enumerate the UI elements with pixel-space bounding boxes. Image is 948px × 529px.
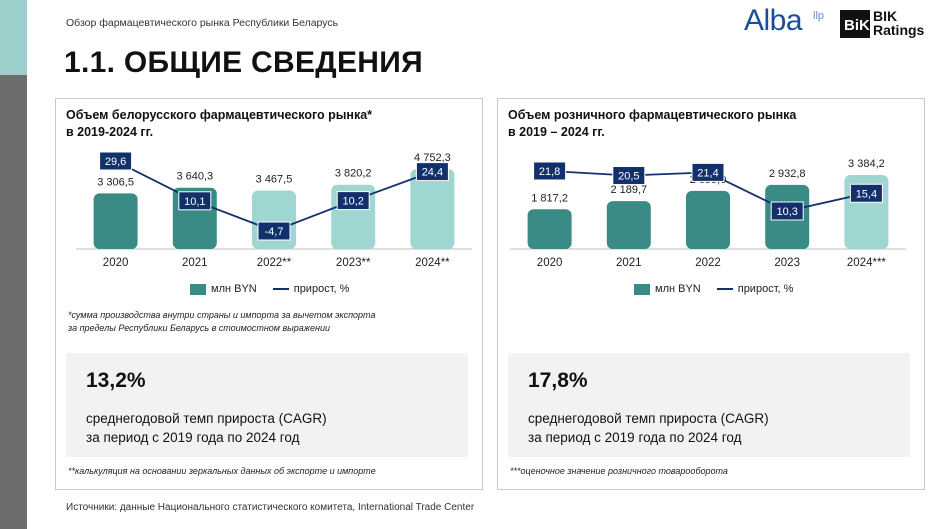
left-legend: млн BYN прирост, %	[190, 283, 349, 295]
legend-bar-swatch	[634, 283, 650, 295]
growth-label-box	[178, 191, 212, 211]
growth-value-label: 15,4	[856, 188, 877, 200]
legend-line-swatch	[716, 288, 733, 290]
legend-line-swatch	[272, 288, 289, 290]
bar	[686, 190, 730, 249]
bar-value-label: 1 817,2	[531, 192, 568, 204]
right-footnote-estimate: ***оценочное значение розничного товароо…	[510, 466, 728, 476]
legend-bar-label: млн BYN	[211, 283, 257, 295]
growth-value-label: 21,4	[697, 167, 718, 179]
category-tick-label: 2023	[774, 257, 800, 269]
page-title: 1.1. ОБЩИЕ СВЕДЕНИЯ	[64, 46, 423, 79]
svg-text:BiK: BiK	[844, 17, 870, 34]
left-chart-title-line1: Объем белорусского фармацевтического рын…	[66, 108, 373, 122]
cagr-line: среднегодовой темп прироста (CAGR)	[86, 411, 327, 426]
bar	[93, 193, 138, 249]
bik-logo-line1: BIK	[873, 8, 898, 24]
side-accent-top	[0, 0, 27, 75]
left-footnote-calculation: **калькуляция на основании зеркальных да…	[68, 466, 376, 476]
bar-value-label: 3 306,5	[97, 176, 134, 188]
category-tick-label: 2020	[537, 257, 563, 269]
bar-value-label: 3 384,2	[848, 158, 885, 170]
bar-value-label: 3 467,5	[256, 174, 293, 186]
growth-value-label: 10,1	[184, 196, 205, 208]
left-chart-title: Объем белорусского фармацевтического рын…	[66, 107, 372, 141]
sources-note: Источники: данные Национального статисти…	[66, 502, 475, 513]
right-legend: млн BYN прирост, %	[634, 283, 793, 295]
cagr-line: среднегодовой темп прироста (CAGR)	[528, 411, 769, 426]
growth-value-label: 21,8	[539, 166, 560, 178]
side-accent-bottom	[0, 75, 27, 529]
growth-value-label: 10,3	[776, 206, 797, 218]
growth-label-box	[770, 201, 804, 221]
right-cagr-description: среднегодовой темп прироста (CAGR) за пе…	[528, 409, 769, 447]
left-footnote-definition: *сумма производства внутри страны и импо…	[68, 309, 375, 335]
right-cagr-card: 17,8% среднегодовой темп прироста (CAGR)…	[508, 353, 910, 457]
left-cagr-card: 13,2% среднегодовой темп прироста (CAGR)…	[66, 353, 468, 457]
alba-logo-suffix: llp	[813, 10, 825, 22]
left-panel: Объем белорусского фармацевтического рын…	[55, 98, 483, 490]
legend-line-label: прирост, %	[293, 283, 350, 295]
bik-ratings-logo: BIK Ratings	[873, 9, 924, 37]
legend-line-label: прирост, %	[737, 283, 794, 295]
right-cagr-value: 17,8%	[528, 369, 588, 392]
bar-value-label: 3 820,2	[335, 168, 372, 180]
category-tick-label: 2024**	[415, 257, 450, 269]
left-cagr-description: среднегодовой темп прироста (CAGR) за пе…	[86, 409, 327, 447]
category-tick-label: 2023**	[336, 257, 371, 269]
growth-label-box	[415, 162, 449, 182]
growth-label-box	[691, 162, 725, 182]
bar-value-label: 3 640,3	[176, 171, 213, 183]
footnote-line: за пределы Республики Беларусь в стоимос…	[68, 323, 330, 333]
category-tick-label: 2022**	[257, 257, 292, 269]
bar	[527, 209, 572, 249]
growth-label-box	[99, 151, 133, 171]
right-chart-title-line2: в 2019 – 2024 гг.	[508, 125, 605, 139]
report-subtitle: Обзор фармацевтического рынка Республики…	[66, 17, 339, 29]
left-market-chart: 3 306,5 2020 3 640,3 2021 3 467,5 2022** 3 820…	[76, 151, 472, 269]
bar-value-label: 4 752,3	[414, 152, 451, 164]
legend-bar-swatch	[190, 283, 206, 295]
right-chart-title-line1: Объем розничного фармацевтического рынка	[508, 108, 797, 122]
category-tick-label: 2024***	[847, 257, 887, 269]
category-tick-label: 2021	[182, 257, 208, 269]
growth-label-box	[849, 183, 883, 203]
growth-value-label: 10,2	[342, 196, 363, 208]
right-chart-title: Объем розничного фармацевтического рынка…	[508, 107, 796, 141]
bar-value-label: 2 189,7	[610, 184, 647, 196]
alba-logo: Alba	[744, 4, 803, 37]
growth-value-label: 29,6	[105, 156, 126, 168]
left-cagr-value: 13,2%	[86, 369, 146, 392]
growth-value-label: 24,4	[422, 167, 443, 179]
footnote-line: *сумма производства внутри страны и импо…	[68, 310, 376, 320]
growth-label-box	[257, 221, 291, 241]
legend-bar-label: млн BYN	[655, 283, 701, 295]
bik-logo-line2: Ratings	[873, 22, 925, 38]
right-panel: Объем розничного фармацевтического рынка…	[497, 98, 925, 490]
bar-value-label: 2 932,8	[769, 168, 806, 180]
growth-value-label: -4,7	[265, 226, 284, 238]
growth-label-box	[533, 161, 567, 181]
growth-label-box	[336, 191, 370, 211]
category-tick-label: 2020	[103, 257, 129, 269]
growth-value-label: 20,5	[618, 171, 639, 183]
growth-label-box	[612, 166, 646, 186]
bik-logo-icon: BiK	[840, 10, 870, 38]
bar	[410, 169, 455, 249]
category-tick-label: 2021	[616, 257, 642, 269]
category-tick-label: 2022	[695, 257, 721, 269]
left-chart-title-line2: в 2019-2024 гг.	[66, 125, 154, 139]
bar	[606, 201, 651, 249]
cagr-line: за период с 2019 года по 2024 год	[528, 430, 742, 445]
cagr-line: за период с 2019 года по 2024 год	[86, 430, 300, 445]
